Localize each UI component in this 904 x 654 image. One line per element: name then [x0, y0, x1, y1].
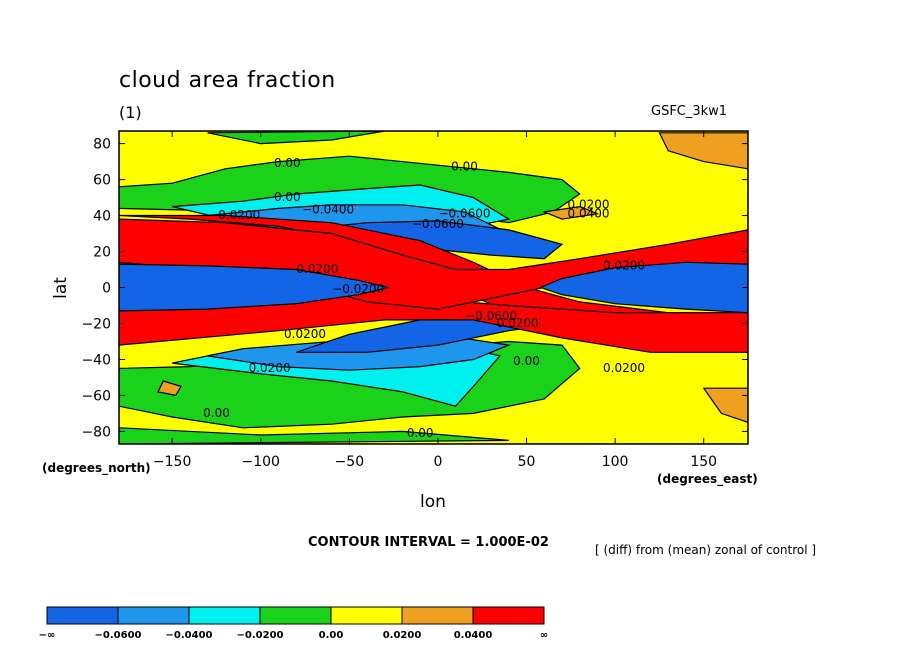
- contour-label: 0.00: [203, 406, 230, 420]
- x-tick-label: 100: [602, 454, 629, 470]
- x-axis-units: (degrees_east): [657, 472, 758, 486]
- region-orange-se: [702, 387, 748, 424]
- x-tick-label: 50: [518, 454, 536, 470]
- region-orange-sw: [157, 380, 182, 397]
- y-tick-label: 20: [93, 245, 111, 261]
- colorbar-swatch: [401, 606, 474, 625]
- colorbar-swatch: [117, 606, 190, 625]
- y-axis-label: lat: [51, 277, 71, 299]
- colorbar-label: 0.0400: [454, 630, 493, 641]
- contour-label: 0.00: [513, 354, 540, 368]
- y-tick-label: −40: [81, 352, 111, 368]
- chart-title: cloud area fraction: [119, 68, 336, 93]
- colorbar-label: ∞: [540, 630, 548, 641]
- colorbar-label: −0.0400: [166, 630, 213, 641]
- colorbar-label: 0.00: [319, 630, 344, 641]
- difference-note: [ (diff) from (mean) zonal of control ]: [595, 543, 817, 557]
- dataset-label: GSFC_3kw1: [651, 104, 728, 119]
- contour-label: 0.00: [274, 190, 301, 204]
- contour-label: 0.00: [407, 426, 434, 440]
- contour-label: −0.0200: [208, 208, 260, 222]
- y-tick-label: 40: [93, 209, 111, 225]
- region-blue-west: [119, 263, 389, 312]
- colorbar-swatch: [330, 606, 403, 625]
- contour-label: 0.0200: [497, 316, 539, 330]
- region-green-antarctic: [119, 427, 509, 444]
- x-tick-label: −150: [153, 454, 191, 470]
- y-tick-label: −80: [81, 424, 111, 440]
- contour-label: 0.0200: [284, 327, 326, 341]
- colorbar-swatch: [259, 606, 332, 625]
- x-tick-label: 0: [433, 454, 442, 470]
- y-tick-label: 0: [102, 281, 111, 297]
- contour-label: −0.0200: [332, 282, 384, 296]
- contour-label: 0.0200: [296, 262, 338, 276]
- contour-label: 0.00: [451, 160, 478, 174]
- contour-label: 0.0200: [568, 197, 610, 211]
- y-tick-label: 80: [93, 137, 111, 153]
- colorbar-label: −0.0200: [237, 630, 284, 641]
- contour-label: 0.0200: [249, 361, 291, 375]
- y-tick-label: −60: [81, 388, 111, 404]
- contour-label: −0.0600: [465, 309, 517, 323]
- contour-label: 0.0200: [603, 361, 645, 375]
- contour-label: 0.00: [274, 156, 301, 170]
- contour-label: −0.0600: [438, 206, 490, 220]
- contour-interval: CONTOUR INTERVAL = 1.000E-02: [308, 535, 549, 550]
- colorbar-label: −0.0600: [95, 630, 142, 641]
- region-orange-ne: [658, 132, 748, 170]
- colorbar-label: 0.0200: [383, 630, 422, 641]
- region-orange-n: [541, 205, 600, 220]
- colorbar-swatch: [46, 606, 119, 625]
- contour-label: −0.0600: [412, 217, 464, 231]
- region-blue-east: [539, 261, 748, 314]
- chart-subtitle: (1): [119, 103, 142, 122]
- colorbar-swatch: [472, 606, 545, 625]
- x-tick-label: −50: [335, 454, 365, 470]
- colorbar-swatch: [188, 606, 261, 625]
- x-tick-label: 150: [690, 454, 717, 470]
- x-tick-label: −100: [242, 454, 280, 470]
- contour-label: −0.0400: [302, 203, 354, 217]
- region-red-arm-2: [119, 218, 748, 310]
- y-axis-units: (degrees_north): [42, 461, 151, 475]
- contour-label: 0.0400: [568, 206, 610, 220]
- y-tick-label: −20: [81, 316, 111, 332]
- y-tick-label: 60: [93, 173, 111, 189]
- colorbar-label: −∞: [39, 630, 56, 641]
- contour-label: 0.0200: [603, 259, 645, 273]
- x-axis-label: lon: [420, 492, 446, 512]
